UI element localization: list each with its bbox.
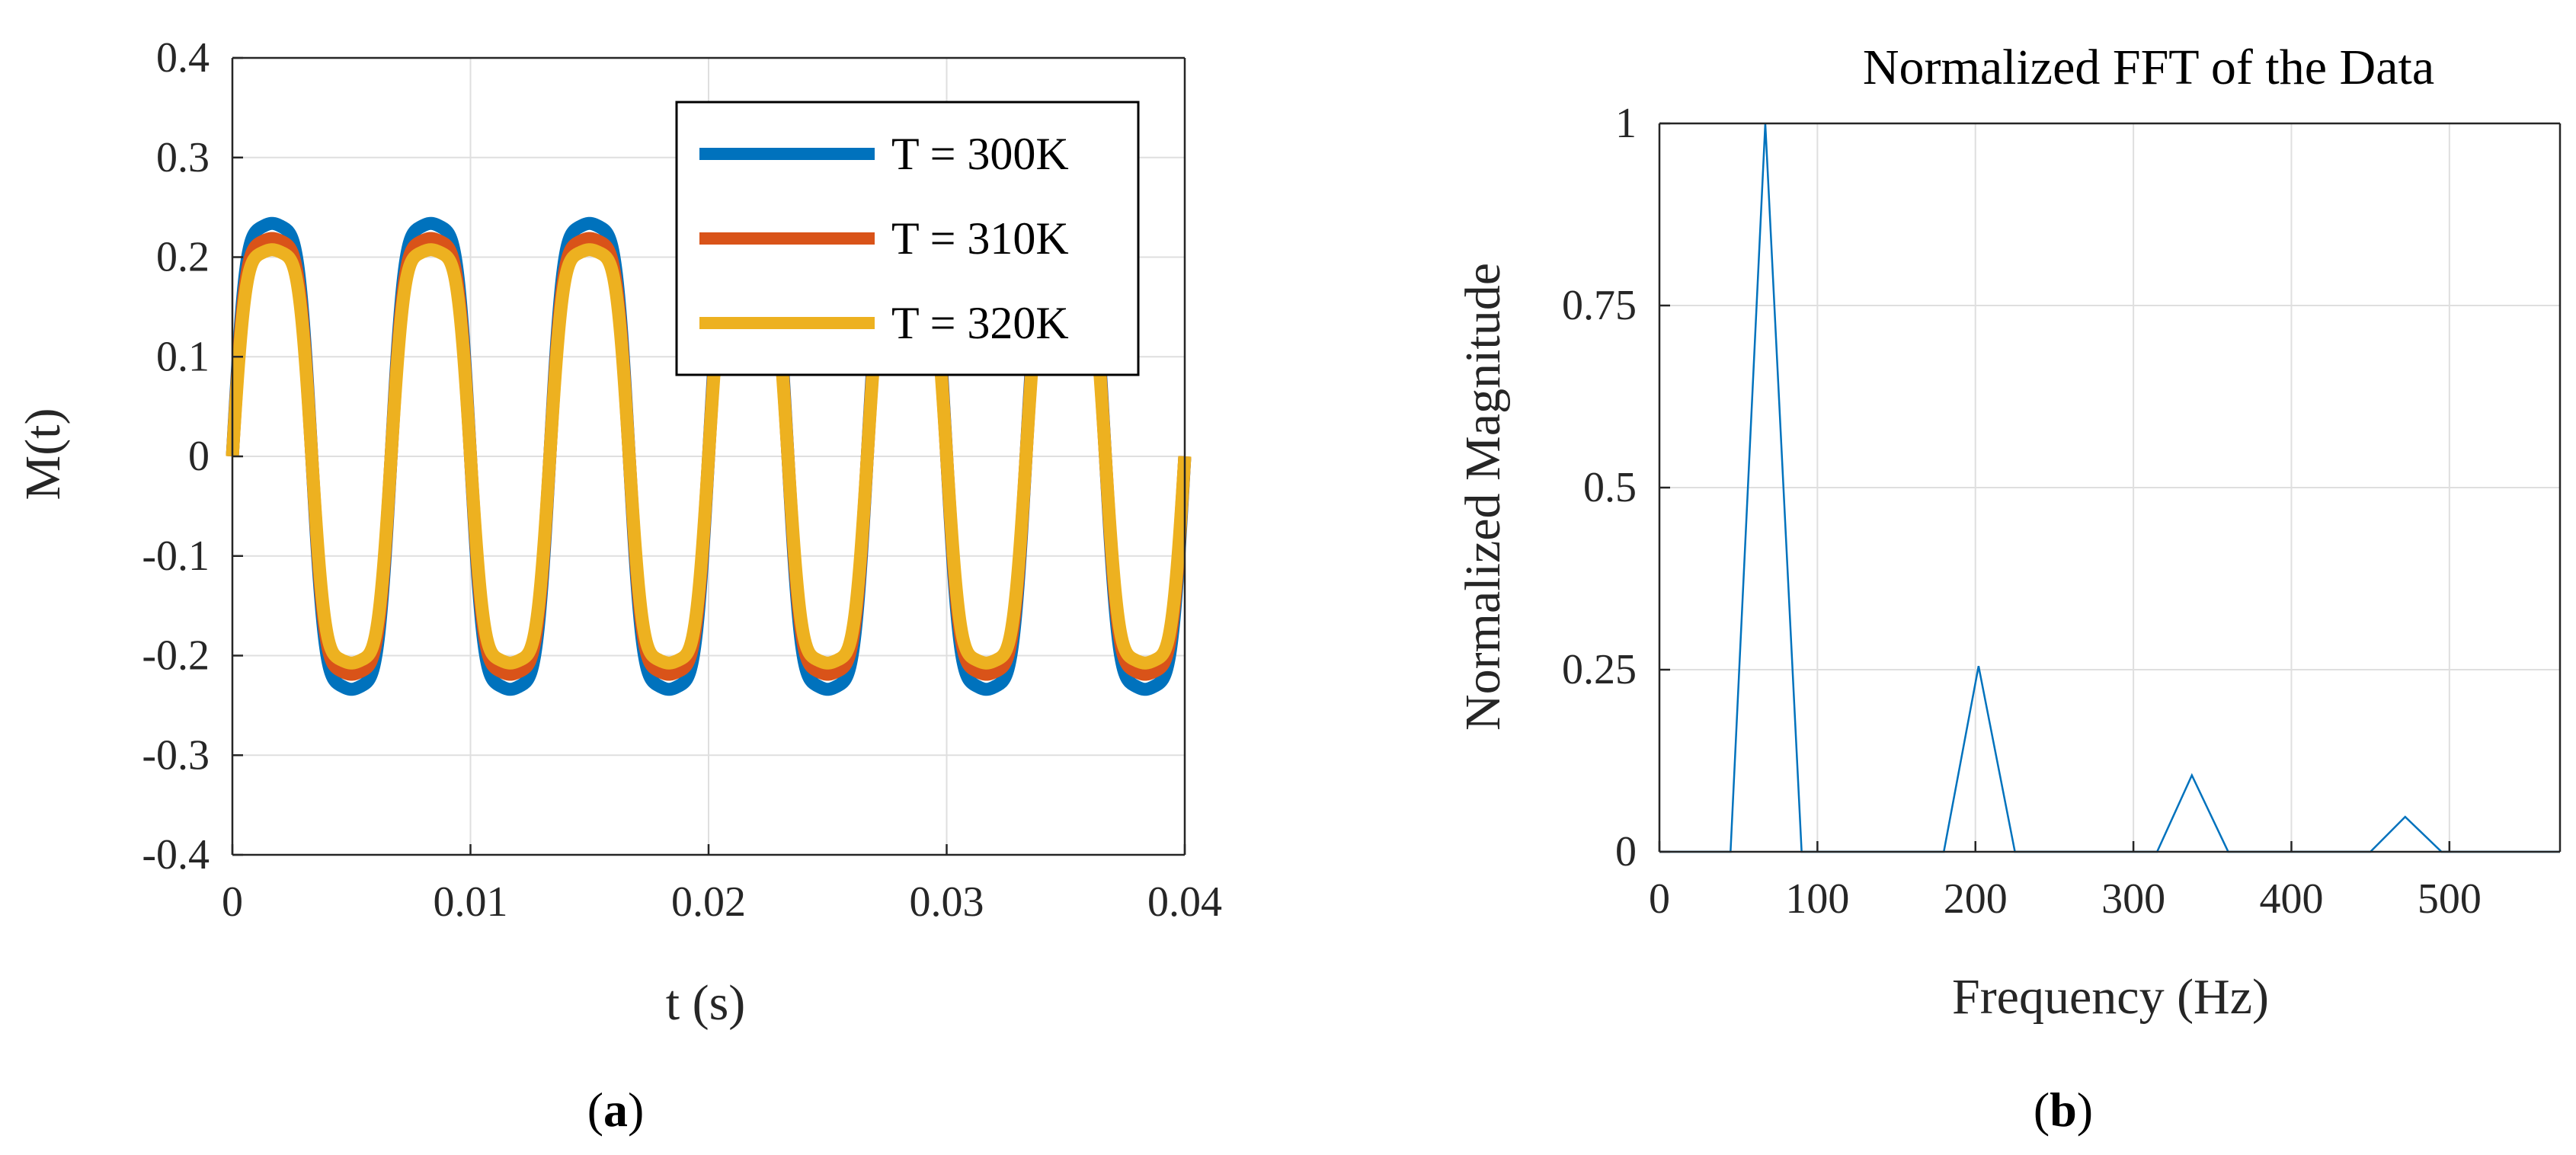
panel-b-x-ticks: 0 100 200 300 400 500 (1649, 841, 2482, 923)
panel-a-caption: (a) (587, 1083, 645, 1137)
x-tick-label-0-04: 0.04 (1147, 878, 1222, 926)
legend-label-310k: T = 310K (891, 213, 1069, 264)
y-tick-label-0-4: 0.4 (156, 34, 210, 82)
panel-a-y-axis-label: M(t) (15, 408, 71, 501)
y-tick-label-0-2: 0.2 (156, 234, 210, 281)
y-tick-label-0-25: 0.25 (1562, 646, 1637, 693)
panel-a-x-ticks: 0 0.01 0.02 0.03 0.04 (222, 844, 1222, 926)
x-tick-label-0: 0 (222, 878, 243, 926)
x-tick-label-400: 400 (2259, 875, 2323, 923)
svg-text:(b): (b) (2034, 1083, 2093, 1137)
panel-a-chart: 0 0.01 0.02 0.03 0.04 -0.4 -0.3 -0.2 -0.1 0 0.1 0.… (15, 34, 1222, 1137)
legend-label-320k: T = 320K (891, 298, 1069, 348)
panel-a-legend: T = 300K T = 310K T = 320K (675, 101, 1140, 376)
panel-a-series (226, 216, 1192, 696)
x-tick-label-100: 100 (1785, 875, 1849, 923)
y-tick-label-0-75: 0.75 (1562, 282, 1637, 329)
y-tick-label-0-4: -0.4 (142, 831, 210, 878)
y-tick-label-0-3: -0.3 (142, 731, 210, 779)
x-tick-label-0-02: 0.02 (671, 878, 746, 926)
y-tick-label-0: 0 (188, 433, 210, 480)
y-tick-label-0: 0 (1615, 828, 1637, 875)
panel-b-grid (1659, 123, 2560, 853)
y-tick-label-0-2: -0.2 (142, 632, 210, 680)
series-line-t-320k (226, 243, 1192, 670)
panel-a-caption-letter: a (603, 1083, 628, 1137)
panel-b-title: Normalized FFT of the Data (1863, 40, 2434, 95)
y-tick-label-0-5: 0.5 (1583, 464, 1637, 511)
x-tick-label-500: 500 (2418, 875, 2482, 923)
svg-text:(a): (a) (587, 1083, 645, 1137)
panel-b-x-axis-label: Frequency (Hz) (1952, 969, 2269, 1025)
panel-b-axes (1658, 122, 2562, 853)
y-tick-label-1: 1 (1615, 100, 1637, 147)
y-tick-label-0-3: 0.3 (156, 134, 210, 181)
y-tick-label-0-1: -0.1 (142, 533, 210, 580)
panel-a-y-ticks: -0.4 -0.3 -0.2 -0.1 0 0.1 0.2 0.3 0.4 (142, 34, 243, 878)
x-tick-label-0-03: 0.03 (910, 878, 984, 926)
x-tick-label-300: 300 (2101, 875, 2165, 923)
panel-a-x-axis-label: t (s) (666, 975, 745, 1031)
x-tick-label-0-01: 0.01 (434, 878, 508, 926)
panel-b-y-ticks: 0 0.25 0.5 0.75 1 (1562, 100, 1670, 875)
x-tick-label-200: 200 (1944, 875, 2008, 923)
legend-label-300k: T = 300K (891, 129, 1069, 179)
x-tick-label-0: 0 (1649, 875, 1670, 923)
panel-b-caption: (b) (2034, 1083, 2093, 1137)
y-tick-label-0-1: 0.1 (156, 333, 210, 380)
panel-b-y-axis-label: Normalized Magnitude (1455, 263, 1511, 731)
panel-b-caption-letter: b (2050, 1083, 2077, 1137)
panel-b-chart: 0 100 200 300 400 500 0 0.25 0.5 0.75 1 Normalize… (1455, 40, 2562, 1137)
